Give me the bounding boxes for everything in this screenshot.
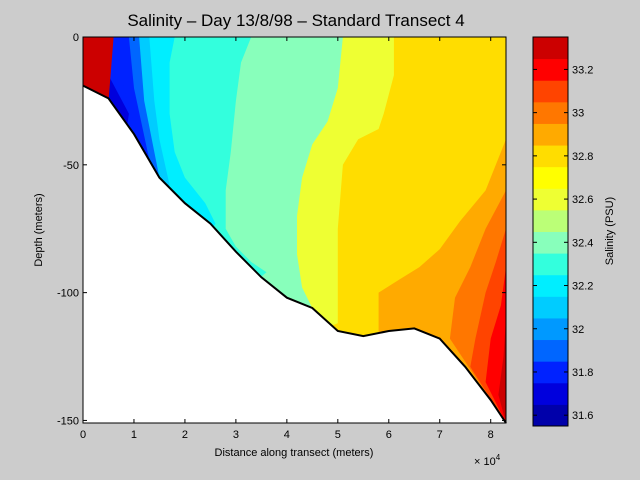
colorbar-band-0	[533, 404, 568, 427]
y-tick-label-3: -150	[57, 415, 79, 427]
x-tick-label-6: 6	[386, 429, 392, 441]
y-tick-label-0: 0	[73, 32, 79, 44]
colorbar-tick-label-3: 32.2	[572, 281, 593, 293]
colorbar-band-15	[533, 80, 568, 103]
colorbar-tick-label-4: 32.4	[572, 237, 593, 249]
x-axis-multiplier-exponent: 4	[496, 453, 501, 462]
salinity-band-east-5	[498, 318, 506, 423]
x-tick-label-1: 1	[131, 429, 137, 441]
salinity-contour-field	[83, 37, 506, 423]
colorbar-tick-label-7: 33	[572, 108, 584, 120]
colorbar-ticks: 31.6 31.8 32 32.2 32.4 32.6 32.8 33 33.2	[533, 64, 593, 422]
x-axis-multiplier-base: × 10	[474, 456, 496, 468]
y-axis-label: Depth (meters)	[33, 193, 45, 266]
x-tick-label-4: 4	[284, 429, 290, 441]
x-axis-ticks: 0 1 2 3 4 5 6 7 8	[80, 37, 494, 441]
colorbar-band-9	[533, 209, 568, 232]
x-tick-label-3: 3	[233, 429, 239, 441]
colorbar-band-12	[533, 145, 568, 168]
y-tick-label-2: -100	[57, 288, 79, 300]
colorbar-tick-label-1: 31.8	[572, 367, 593, 379]
colorbar: 31.6 31.8 32 32.2 32.4 32.6 32.8 33 33.2	[532, 36, 593, 427]
colorbar-band-1	[533, 382, 568, 405]
y-tick-label-1: -50	[63, 160, 79, 172]
colorbar-band-4	[533, 317, 568, 341]
colorbar-tick-label-6: 32.8	[572, 151, 593, 163]
colorbar-band-11	[533, 166, 568, 189]
colorbar-band-14	[533, 101, 568, 124]
seafloor-mask	[83, 85, 506, 423]
colorbar-band-13	[533, 123, 568, 146]
colorbar-band-3	[533, 339, 568, 362]
colorbar-band-5	[533, 296, 568, 319]
chart-title: Salinity – Day 13/8/98 – Standard Transe…	[127, 11, 464, 30]
colorbar-bands	[533, 37, 568, 427]
colorbar-tick-label-0: 31.6	[572, 410, 593, 422]
plot-area: 0 1 2 3 4 5 6 7 8 0 -50 -100 -150	[57, 32, 507, 441]
colorbar-band-6	[533, 274, 568, 297]
x-tick-label-2: 2	[182, 429, 188, 441]
colorbar-band-16	[533, 58, 568, 81]
colorbar-frame	[532, 36, 569, 427]
plot-frame	[82, 36, 507, 424]
colorbar-tick-label-5: 32.6	[572, 194, 593, 206]
y-axis-ticks: 0 -50 -100 -150	[57, 32, 506, 427]
colorbar-band-10	[533, 188, 568, 211]
colorbar-tick-label-8: 33.2	[572, 64, 593, 76]
seafloor-line	[82, 84, 507, 424]
colorbar-tick-label-2: 32	[572, 324, 584, 336]
x-axis-multiplier: × 104	[474, 453, 501, 468]
colorbar-band-2	[533, 361, 568, 384]
colorbar-label: Salinity (PSU)	[604, 197, 616, 265]
x-axis-label: Distance along transect (meters)	[215, 447, 374, 459]
x-tick-label-8: 8	[488, 429, 494, 441]
colorbar-band-7	[533, 253, 568, 276]
x-tick-label-7: 7	[437, 429, 443, 441]
colorbar-band-8	[533, 231, 568, 254]
x-tick-label-0: 0	[80, 429, 86, 441]
colorbar-band-17	[533, 37, 568, 60]
x-tick-label-5: 5	[335, 429, 341, 441]
